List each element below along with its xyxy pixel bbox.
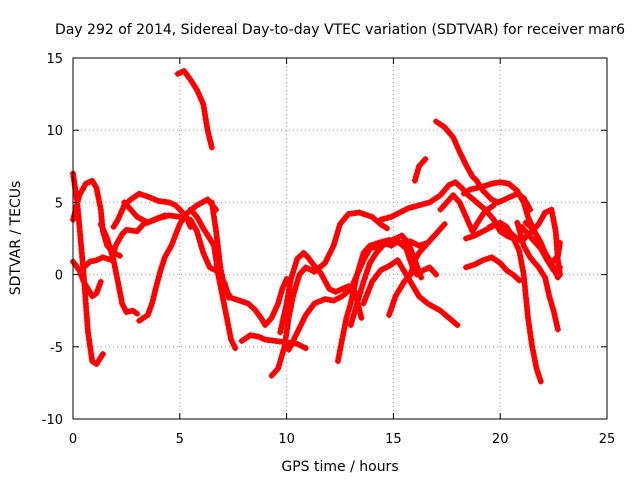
x-axis-label: GPS time / hours (281, 459, 398, 475)
chart-title: Day 292 of 2014, Sidereal Day-to-day VTE… (55, 22, 625, 38)
series-pass-11 (209, 199, 290, 328)
y-axis-label: SDTVAR / TECUs (8, 181, 24, 296)
series-markers (463, 220, 544, 385)
sdtvar-chart: Day 292 of 2014, Sidereal Day-to-day VTE… (0, 0, 640, 480)
x-tick-label: 15 (385, 432, 402, 447)
axis-ticks: 0 5 10 15 20 25 15 10 5 0 -5 -10 (42, 52, 616, 447)
series-pass-21 (412, 156, 429, 184)
series-pass-20 (378, 179, 516, 241)
x-tick-label: 0 (69, 432, 77, 447)
x-tick-label: 5 (176, 432, 184, 447)
y-tick-label: 5 (55, 196, 63, 211)
series-markers (175, 68, 215, 151)
y-tick-label: 0 (55, 269, 63, 284)
y-tick-label: 10 (46, 124, 63, 139)
series-pass-24 (463, 254, 522, 283)
y-tick-label: 15 (46, 52, 63, 67)
series-trace (466, 257, 519, 280)
x-tick-label: 10 (278, 432, 295, 447)
x-tick-label: 25 (599, 432, 616, 447)
y-tick-label: -10 (42, 413, 63, 428)
x-tick-label: 20 (492, 432, 509, 447)
y-tick-label: -5 (50, 341, 63, 356)
series-markers (412, 156, 429, 184)
series-pass-01 (175, 68, 215, 151)
series-markers (463, 254, 522, 283)
data-series-layer (70, 68, 563, 385)
series-pass-25 (463, 220, 544, 385)
series-trace (466, 223, 541, 382)
